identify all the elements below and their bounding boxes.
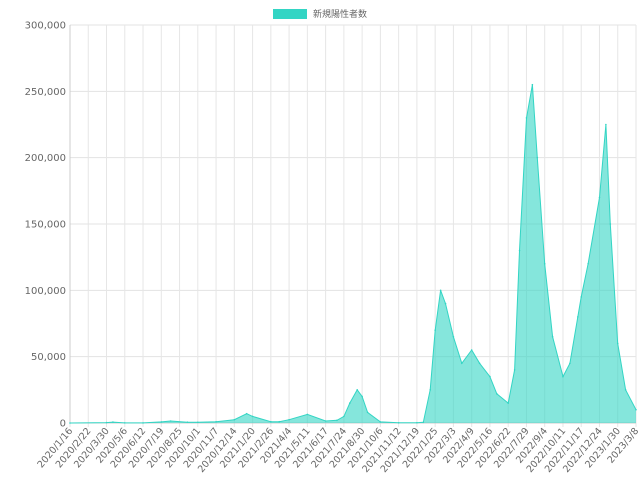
data-point — [452, 335, 455, 338]
data-point — [324, 420, 327, 422]
y-tick-label: 200,000 — [25, 153, 66, 164]
y-tick-label: 100,000 — [25, 286, 66, 297]
data-point — [197, 421, 199, 424]
data-point — [69, 422, 71, 424]
y-tick-label: 0 — [60, 419, 66, 430]
data-point — [569, 362, 571, 365]
data-point — [233, 418, 236, 421]
data-point — [507, 402, 509, 404]
data-point — [439, 289, 442, 292]
data-point — [543, 263, 546, 265]
y-tick-label: 150,000 — [25, 220, 66, 231]
data-point — [605, 123, 607, 126]
legend[interactable]: 新規陽性者数 — [0, 7, 640, 20]
data-point — [169, 420, 172, 422]
data-point — [624, 389, 627, 391]
data-point — [496, 393, 498, 395]
data-point — [215, 420, 217, 423]
x-axis: 2020/1/162020/2/222020/3/302020/5/62020/… — [36, 426, 640, 475]
data-point — [470, 349, 473, 351]
data-point — [478, 362, 481, 365]
data-point — [361, 395, 363, 398]
data-point — [142, 422, 144, 424]
data-point — [551, 335, 554, 338]
data-point — [366, 411, 369, 414]
data-point — [489, 375, 491, 378]
data-point — [186, 421, 189, 424]
data-point — [429, 389, 432, 391]
data-point — [348, 402, 351, 404]
data-point — [251, 415, 254, 418]
data-point — [379, 421, 382, 423]
y-tick-label: 250,000 — [25, 87, 66, 98]
data-point — [609, 223, 612, 225]
data-point — [580, 296, 583, 298]
data-point — [245, 412, 248, 415]
data-point — [562, 375, 564, 378]
y-tick-label: 300,000 — [25, 21, 66, 32]
data-point — [461, 362, 463, 365]
data-point — [525, 117, 528, 119]
data-point — [635, 408, 637, 411]
data-point — [587, 263, 589, 265]
data-point — [531, 83, 534, 86]
data-point — [336, 419, 338, 422]
data-point — [397, 422, 400, 424]
data-point — [356, 389, 358, 391]
data-point — [598, 196, 601, 199]
data-point — [306, 413, 309, 416]
y-axis: 0 50,000 100,000 150,000 200,000 250,000 300,0… — [25, 21, 66, 430]
data-point — [123, 422, 126, 424]
data-point — [416, 421, 418, 424]
data-point — [518, 249, 521, 252]
data-point — [576, 316, 579, 318]
data-point — [160, 421, 163, 423]
data-point — [105, 421, 108, 424]
legend-label: 新規陽性者数 — [312, 10, 367, 20]
data-point — [270, 420, 272, 423]
data-point — [422, 421, 425, 424]
data-point — [343, 415, 345, 418]
data-point — [536, 156, 539, 159]
data-point — [444, 302, 447, 305]
data-point — [288, 418, 290, 421]
series — [69, 83, 637, 424]
legend-swatch — [272, 8, 307, 19]
series-area — [70, 84, 636, 423]
y-tick-label: 50,000 — [31, 352, 66, 363]
data-point — [112, 421, 114, 423]
data-point — [434, 329, 436, 331]
data-point — [513, 369, 516, 371]
data-point — [278, 420, 281, 423]
data-point — [616, 342, 619, 345]
